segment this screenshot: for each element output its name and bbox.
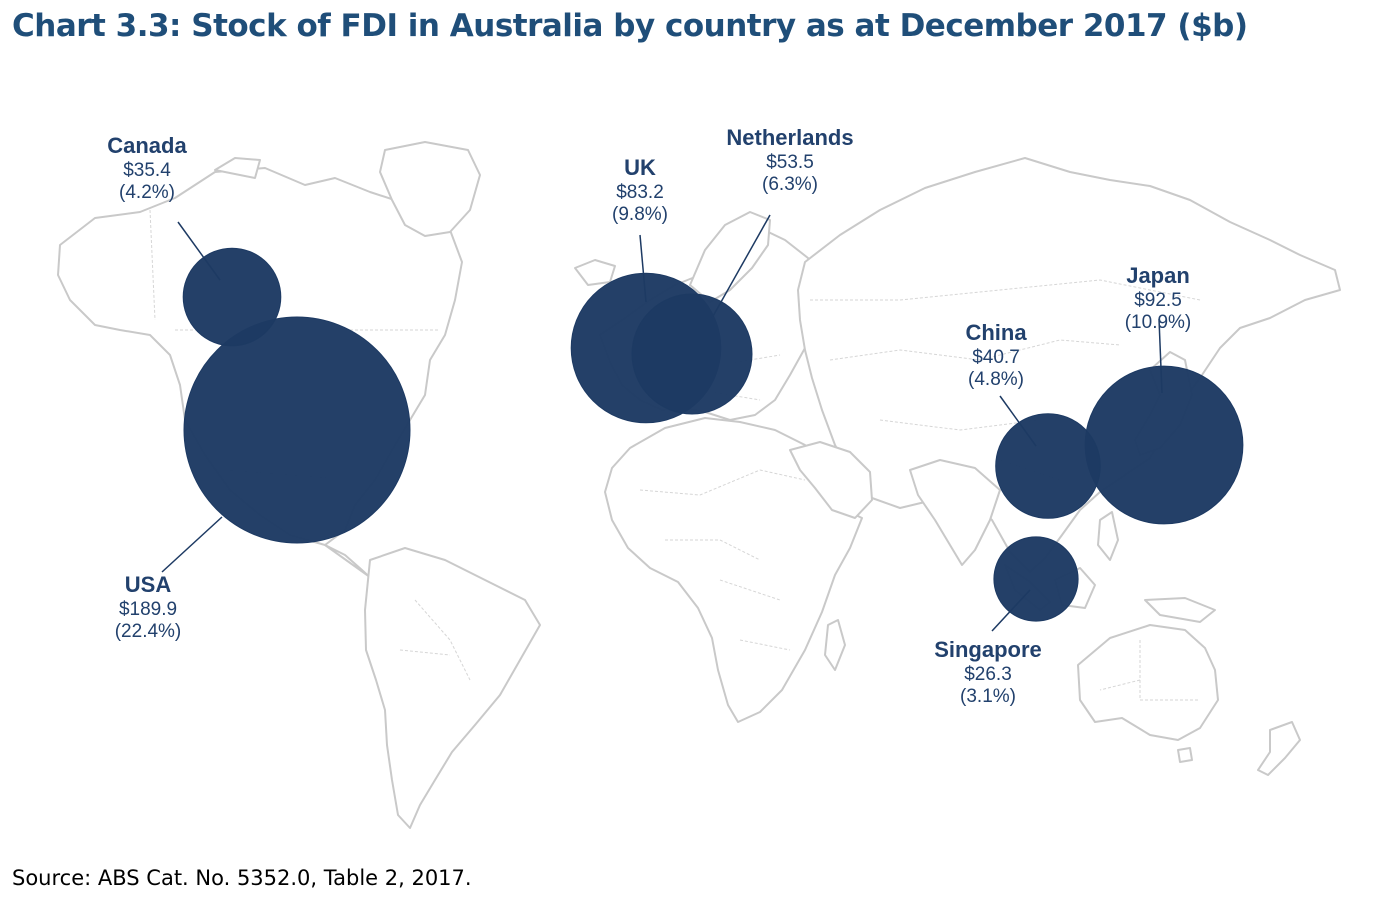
leader-line-japan (1158, 318, 1163, 394)
label-layer: USA$189.9(22.4%) Japan$92.5(10.9%) UK$83.2… (107, 125, 1191, 707)
landmass-madagascar (824, 619, 846, 671)
border-south-america (399, 599, 471, 681)
label-share-japan: (10.9%) (1125, 312, 1192, 333)
bubble-netherlands (631, 293, 753, 415)
leader-line-usa (161, 516, 223, 573)
landmass-australia (1077, 624, 1219, 741)
landmass-iceland (574, 259, 616, 286)
leader-line-china (999, 395, 1037, 447)
label-value-singapore: $26.3 (964, 664, 1012, 685)
leader-line-canada (177, 221, 221, 281)
source-note: Source: ABS Cat. No. 5352.0, Table 2, 20… (12, 866, 472, 890)
border-australia (1099, 640, 1200, 701)
landmass-greenland (379, 141, 481, 237)
bubble-usa (183, 316, 411, 544)
label-share-usa: (22.4%) (115, 621, 182, 642)
label-name-canada: Canada (107, 133, 187, 158)
label-value-netherlands: $53.5 (766, 152, 814, 173)
label-name-uk: UK (624, 155, 656, 180)
label-value-canada: $35.4 (123, 160, 171, 181)
label-name-singapore: Singapore (934, 637, 1042, 662)
landmass-tasmania (1177, 747, 1193, 763)
landmass-south-america (364, 547, 541, 829)
bubble-singapore (993, 536, 1079, 622)
landmass-africa (604, 417, 863, 723)
leader-line-uk (639, 234, 647, 303)
leader-line-singapore (991, 589, 1031, 632)
border-russia (810, 279, 1201, 301)
bubble-canada (182, 247, 282, 347)
label-share-singapore: (3.1%) (960, 686, 1016, 707)
label-name-usa: USA (125, 572, 172, 597)
label-name-china: China (965, 320, 1027, 345)
label-share-canada: (4.2%) (119, 182, 175, 203)
label-share-uk: (9.8%) (612, 204, 668, 225)
landmass-new-guinea (1144, 597, 1216, 623)
bubble-china (995, 413, 1101, 519)
label-value-japan: $92.5 (1134, 290, 1182, 311)
landmass-india (909, 459, 1001, 566)
landmass-arctic-islands (214, 157, 261, 179)
border-alaska (149, 209, 156, 321)
label-name-japan: Japan (1126, 263, 1190, 288)
label-name-netherlands: Netherlands (726, 125, 853, 150)
landmass-philippines (1097, 511, 1119, 561)
leader-line-netherlands (711, 214, 771, 319)
landmass-new-zealand (1257, 721, 1301, 776)
chart-title: Chart 3.3: Stock of FDI in Australia by … (12, 8, 1248, 44)
border-africa (639, 469, 806, 651)
label-share-china: (4.8%) (968, 369, 1024, 390)
landmass-scandinavia (689, 211, 771, 303)
label-share-netherlands: (6.3%) (762, 174, 818, 195)
bubble-japan (1084, 365, 1244, 525)
label-value-uk: $83.2 (616, 182, 664, 203)
landmass-arabia (789, 441, 873, 519)
label-value-usa: $189.9 (119, 599, 177, 620)
bubble-layer (182, 247, 1244, 622)
label-value-china: $40.7 (972, 347, 1020, 368)
